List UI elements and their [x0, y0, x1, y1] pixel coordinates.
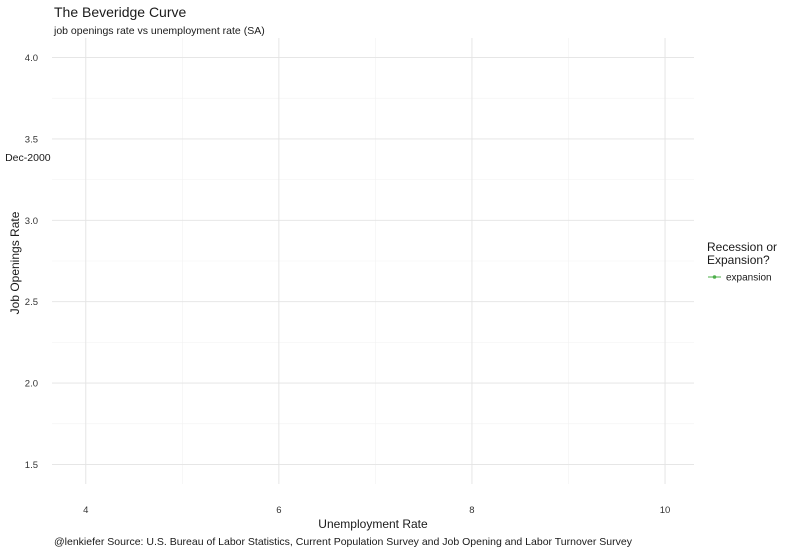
y-tick-label: 3.0 [25, 216, 38, 227]
y-tick-label: 3.5 [25, 134, 38, 145]
legend-title-line-2: Expansion? [707, 253, 770, 267]
x-tick-label: 4 [83, 505, 88, 516]
chart-subtitle: job openings rate vs unemployment rate (… [53, 25, 265, 37]
minor-gridlines [52, 38, 694, 484]
y-tick-label: 2.5 [25, 297, 38, 308]
y-axis-ticks: 1.5 2.0 2.5 3.0 3.5 4.0 [25, 53, 38, 471]
legend-label: expansion [726, 273, 772, 284]
annotation-layer: Dec-2000 [5, 152, 51, 164]
x-axis-ticks: 4 6 8 10 [83, 505, 670, 516]
legend-entries: expansion [708, 273, 772, 284]
chart-caption: @lenkiefer Source: U.S. Bureau of Labor … [54, 536, 633, 548]
x-tick-label: 8 [469, 505, 474, 516]
y-tick-label: 4.0 [25, 53, 38, 64]
x-tick-label: 10 [660, 505, 671, 516]
y-tick-label: 2.0 [25, 379, 38, 390]
legend-key-point [712, 275, 717, 279]
y-tick-label: 1.5 [25, 460, 38, 471]
chart-title: The Beveridge Curve [54, 4, 187, 20]
y-axis-title: Job Openings Rate [8, 211, 22, 314]
legend-title-line-1: Recession or [707, 240, 777, 254]
major-gridlines [52, 38, 694, 484]
legend: Recession or Expansion? expansion [707, 240, 777, 284]
x-axis-title: Unemployment Rate [318, 517, 428, 531]
date-annotation: Dec-2000 [5, 152, 51, 164]
x-tick-label: 6 [276, 505, 281, 516]
